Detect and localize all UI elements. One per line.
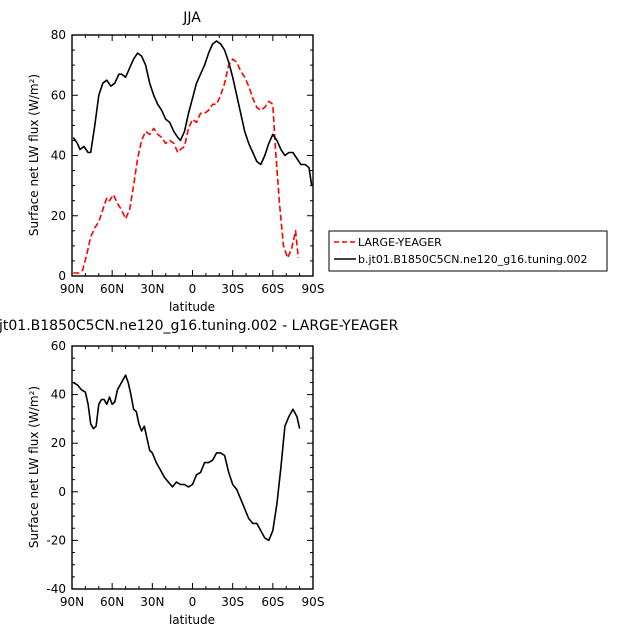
bottom-panel-title: b.jt01.B1850C5CN.ne120_g16.tuning.002 - … (0, 318, 399, 334)
top-plot-frame (71, 34, 314, 277)
top-series-line-1 (72, 40, 313, 186)
top-panel-title: JJA (182, 10, 201, 26)
x-tick-label: 30S (221, 282, 244, 296)
top-x-axis: 90N 60N 30N 0 30S 60S 90S (60, 35, 325, 296)
x-tick-label: 90N (60, 595, 84, 609)
legend-box (328, 230, 608, 272)
y-tick-label: 20 (51, 209, 66, 223)
x-tick-label: 60S (261, 595, 284, 609)
x-tick-label: 60S (261, 282, 284, 296)
top-series-lines (72, 40, 313, 274)
bottom-series-line-0 (72, 374, 301, 542)
y-tick-label: 40 (51, 149, 66, 163)
x-tick-label: 0 (189, 595, 197, 609)
y-tick-label: 60 (51, 339, 66, 353)
legend-label-large-yeager: LARGE-YEAGER (358, 236, 442, 249)
top-y-axis-label: Surface net LW flux (W/m²) (27, 74, 41, 236)
x-tick-label: 90S (302, 282, 325, 296)
bottom-x-axis: 90N 60N 30N 0 30S 60S 90S (60, 346, 325, 609)
top-y-axis: 0 20 40 60 80 (51, 28, 313, 283)
y-tick-label: 40 (51, 388, 66, 402)
legend: LARGE-YEAGER b.jt01.B1850C5CN.ne120_g16.… (328, 230, 608, 272)
top-x-axis-label: latitude (169, 300, 215, 314)
y-tick-label: 60 (51, 88, 66, 102)
x-tick-label: 30N (140, 282, 164, 296)
legend-label-model: b.jt01.B1850C5CN.ne120_g16.tuning.002 (358, 253, 587, 266)
bottom-x-axis-label: latitude (169, 613, 215, 627)
y-tick-label: -40 (46, 582, 66, 596)
bottom-panel: b.jt01.B1850C5CN.ne120_g16.tuning.002 - … (0, 318, 399, 627)
top-series-line-0 (73, 58, 300, 274)
x-tick-label: 30N (140, 595, 164, 609)
bottom-y-axis-label: Surface net LW flux (W/m²) (27, 386, 41, 548)
y-tick-label: 0 (58, 485, 66, 499)
top-panel: JJA 0 20 40 60 80 90N 60N 30N 0 30S 60S 90S latitu… (27, 10, 608, 314)
y-tick-label: 80 (51, 28, 66, 42)
bottom-plot-frame (71, 345, 314, 590)
y-tick-label: 0 (58, 269, 66, 283)
x-tick-label: 90N (60, 282, 84, 296)
x-tick-label: 30S (221, 595, 244, 609)
y-tick-label: -20 (46, 533, 66, 547)
x-tick-label: 60N (100, 595, 124, 609)
bottom-series-lines (72, 374, 301, 542)
y-tick-label: 20 (51, 436, 66, 450)
x-tick-label: 90S (302, 595, 325, 609)
bottom-y-axis: -40 -20 0 20 40 60 (46, 339, 313, 596)
x-tick-label: 0 (189, 282, 197, 296)
x-tick-label: 60N (100, 282, 124, 296)
